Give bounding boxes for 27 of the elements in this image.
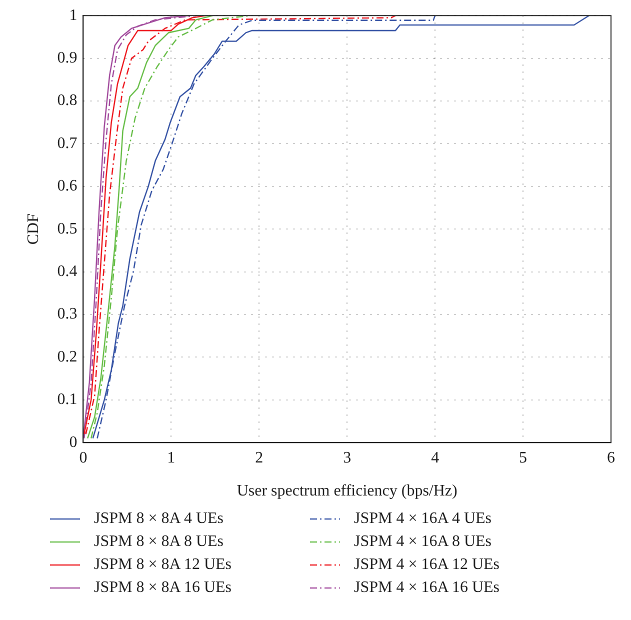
- legend-label: JSPM 8 × 8A 4 UEs: [94, 510, 224, 528]
- y-tick-label: 0.9: [57, 50, 78, 67]
- x-tick-label: 4: [431, 449, 440, 466]
- y-tick-label: 0.8: [57, 92, 78, 110]
- y-tick-label: 0.5: [57, 220, 78, 238]
- y-tick-label: 0: [69, 434, 78, 451]
- legend-label: JSPM 4 × 16A 8 UEs: [354, 532, 492, 550]
- legend-label: JSPM 8 × 8A 16 UEs: [94, 578, 232, 596]
- y-tick-label: 0.2: [57, 348, 78, 366]
- y-tick-label: 0.1: [57, 391, 78, 408]
- x-axis-title: User spectrum efficiency (bps/Hz): [236, 482, 458, 500]
- x-tick-label: 3: [343, 449, 352, 466]
- legend-label: JSPM 8 × 8A 8 UEs: [94, 532, 224, 550]
- y-axis-title: CDF: [24, 213, 42, 245]
- x-tick-label: 2: [255, 449, 264, 466]
- legend-label: JSPM 4 × 16A 16 UEs: [354, 578, 500, 596]
- y-tick-label: 0.3: [57, 306, 78, 323]
- legend-label: JSPM 4 × 16A 12 UEs: [354, 556, 500, 574]
- y-tick-label: 0.6: [57, 178, 78, 195]
- legend-label: JSPM 8 × 8A 12 UEs: [94, 556, 232, 574]
- y-tick-label: 0.7: [57, 134, 78, 152]
- y-tick-label: 0.4: [57, 263, 78, 280]
- x-tick-label: 1: [167, 449, 176, 466]
- x-tick-label: 5: [519, 449, 528, 466]
- legend-label: JSPM 4 × 16A 4 UEs: [354, 510, 492, 528]
- x-tick-label: 6: [607, 449, 615, 466]
- y-tick-label: 1: [69, 6, 78, 24]
